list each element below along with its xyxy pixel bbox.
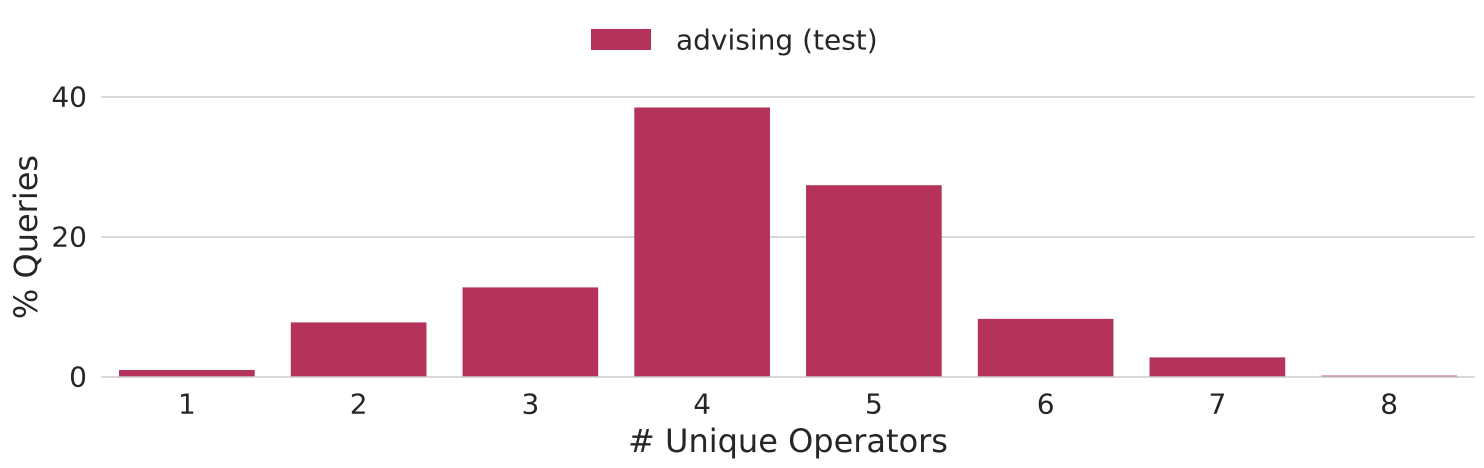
- legend: advising (test): [591, 24, 878, 57]
- x-tick-label: 8: [1380, 388, 1398, 421]
- x-tick-label: 1: [178, 388, 196, 421]
- x-tick-label: 6: [1037, 388, 1055, 421]
- bar: [1149, 357, 1286, 377]
- bar: [462, 287, 599, 377]
- legend-swatch: [591, 29, 651, 50]
- x-tick-label: 2: [350, 388, 368, 421]
- bar: [290, 322, 427, 377]
- y-tick-labels: 0 20 40: [51, 81, 87, 394]
- grid-lines: [101, 96, 1475, 238]
- bar: [806, 185, 942, 377]
- bar: [119, 370, 255, 377]
- y-tick-label: 40: [51, 81, 87, 114]
- bar: [634, 107, 770, 377]
- x-axis-label: # Unique Operators: [628, 422, 948, 460]
- x-tick-label: 4: [693, 388, 711, 421]
- y-axis-label: % Queries: [7, 155, 45, 319]
- legend-label: advising (test): [676, 24, 878, 57]
- y-tick-label: 0: [69, 361, 87, 394]
- x-tick-label: 7: [1208, 388, 1226, 421]
- y-tick-label: 20: [51, 221, 87, 254]
- bar: [977, 318, 1114, 377]
- bars: [119, 107, 1457, 377]
- x-tick-label: 3: [521, 388, 539, 421]
- x-tick-label: 5: [865, 388, 883, 421]
- x-tick-labels: 1 2 3 4 5 6 7 8: [178, 388, 1398, 421]
